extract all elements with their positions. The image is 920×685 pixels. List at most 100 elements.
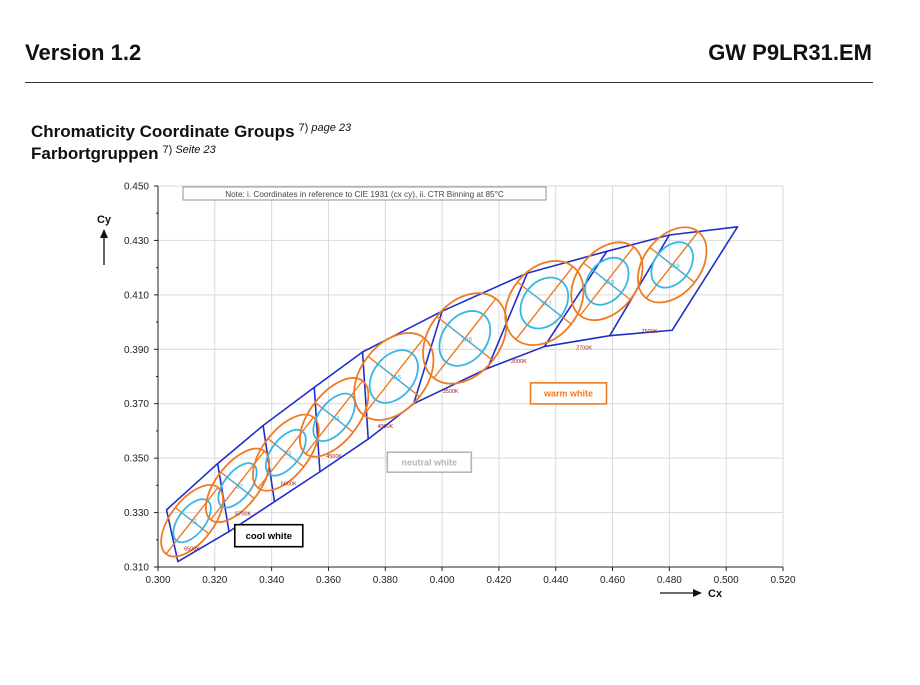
footnote-number: 7) [162,144,173,156]
inner-bin-ellipse [172,498,212,544]
x-tick-label: 0.400 [430,575,455,586]
inner-bin-ellipse [264,428,307,477]
chart-labels: Note: i. Coordinates in reference to CIE… [182,186,658,553]
y-tick-label: 0.310 [124,563,149,574]
inner-bin-divider [274,443,298,462]
x-tick-label: 0.440 [543,575,568,586]
chart-axes: 0.300 0.320 0.340 0.360 0.380 0.400 0.420 0.440… [97,182,796,601]
cct-label: 3500K [443,389,459,395]
y-axis-arrow-icon [100,229,108,238]
inner-bin-divider [527,289,562,317]
cct-label: 2500K [642,329,658,335]
cct-label: 2700K [576,345,592,351]
y-axis-title: Cy [97,214,112,226]
bin-group [504,260,585,346]
x-tick-label: 0.520 [770,575,795,586]
x-tick-label: 0.480 [657,575,682,586]
y-tick-label: 0.430 [124,236,149,247]
x-tick-label: 0.420 [486,575,511,586]
cct-label: 6500K [184,547,200,553]
bin-label: 3A7 [541,302,552,308]
cct-label: 4000K [377,424,393,430]
inner-bin-ellipse [438,310,492,367]
footnote-number: 7) [298,122,309,134]
x-tick-label: 0.360 [316,575,341,586]
bin-label: 34 [333,416,340,422]
note-box [182,186,547,201]
cct-label: 4500K [326,454,342,460]
inner-bin-ellipse [368,349,419,404]
bin-boundary-outline [165,226,739,563]
y-tick-label: 0.370 [124,399,149,410]
section-title-de-text: Farbortgruppen [31,144,159,163]
bin-label: 3A5 [390,376,401,382]
bin-group [298,377,370,458]
part-number: GW P9LR31.EM [708,40,872,65]
outer-bin-ellipse [160,484,224,558]
x-tick-label: 0.320 [202,575,227,586]
zone-label-box [529,382,608,405]
x-tick-label: 0.460 [600,575,625,586]
inner-bin-divider [377,363,411,390]
x-tick-label: 0.300 [145,575,170,586]
section-title-en-text: Chromaticity Coordinate Groups [31,122,295,141]
footnote-reference: Seite 23 [175,144,216,156]
inner-bin-divider [226,476,249,495]
bin-group [160,484,224,558]
bin-divider-line [486,272,529,369]
footnote-reference: page 23 [311,122,352,134]
cct-label: 5700K [235,511,251,517]
y-tick-label: 0.390 [124,345,149,356]
bin-divider-line [412,310,443,404]
bin-label: 3A6 [461,337,472,343]
inner-bin-divider [657,253,687,277]
section-title-de: Farbortgruppen 7) Seite 23 [31,144,216,164]
x-axis-arrow-icon [693,589,702,597]
outer-bin-ellipse [504,260,585,346]
bin-label: 32 [236,484,243,490]
inner-bin-ellipse [650,241,694,289]
x-tick-label: 0.380 [373,575,398,586]
section-title-de-footnote: 7) Seite 23 [163,144,216,156]
header-divider [25,82,873,83]
bin-divider-line [543,250,608,348]
bin-boundary [165,226,739,563]
zone-label: warm white [543,389,593,399]
bin-label: 3A9 [669,264,680,270]
x-axis-title: Cx [708,588,723,600]
bin-label: 33 [284,452,291,458]
inner-bin-ellipse [519,276,570,330]
section-title-en: Chromaticity Coordinate Groups 7) page 23 [31,122,351,142]
zone-label: neutral white [402,458,458,468]
inner-bin-divider [321,407,347,428]
zone-label: cool white [246,531,292,542]
bin-group [205,447,271,523]
inner-bin-ellipse [584,256,630,306]
x-tick-label: 0.500 [714,575,739,586]
bin-group [353,332,435,421]
zone-label-box [233,523,304,548]
cct-label: 3000K [511,359,527,365]
bin-group [637,226,708,304]
y-tick-label: 0.330 [124,508,149,519]
bin-label: 31 [191,520,198,526]
bin-group [570,241,644,322]
y-tick-label: 0.450 [124,182,149,193]
y-tick-label: 0.350 [124,454,149,465]
cct-label: 5000K [281,481,297,487]
zone-label-box [386,451,473,474]
chromaticity-bins: 31 32 33 34 3A5 3A6 3A7 3A8 3A9 [160,226,708,558]
bin-group [252,413,320,492]
inner-bin-divider [447,324,483,353]
bin-label: 3A8 [604,280,615,286]
chart-note: Note: i. Coordinates in reference to CIE… [225,190,504,199]
bin-divider-line [361,351,370,440]
document-version: Version 1.2 [25,40,142,65]
bin-group [422,292,508,385]
inner-bin-divider [591,269,622,294]
section-title-en-footnote: 7) page 23 [299,122,352,134]
y-tick-label: 0.410 [124,290,149,301]
x-tick-label: 0.340 [259,575,284,586]
inner-bin-divider [181,512,203,530]
